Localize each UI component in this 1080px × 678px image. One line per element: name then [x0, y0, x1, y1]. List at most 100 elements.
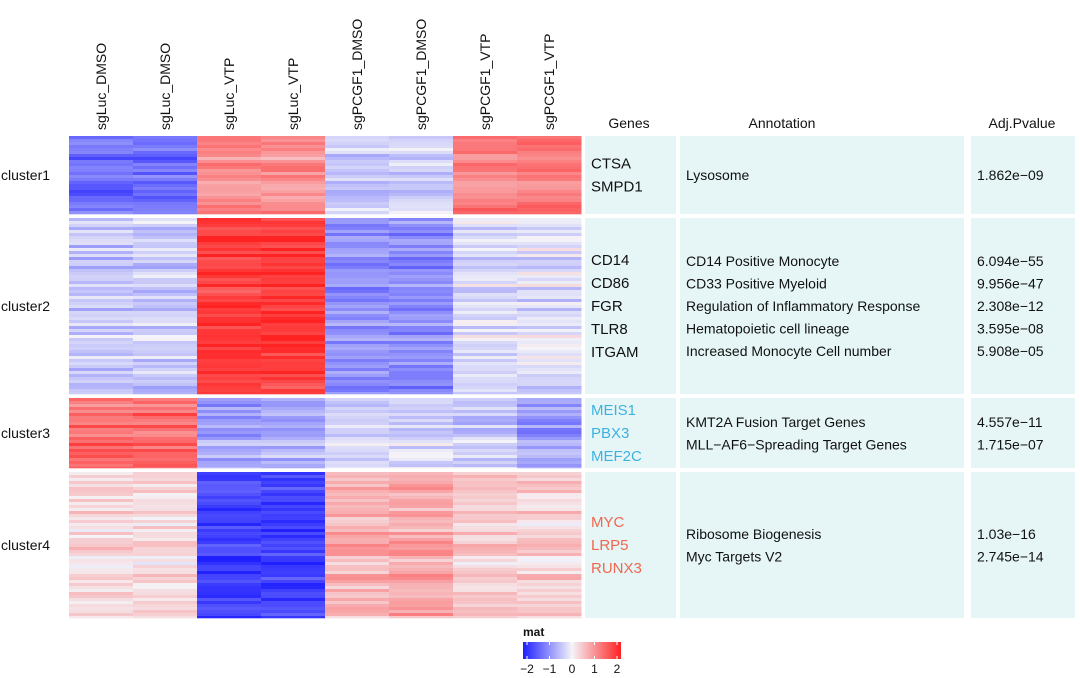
heatmap-cell	[517, 383, 582, 387]
heatmap-cell	[389, 260, 454, 264]
heatmap-cell	[389, 392, 454, 395]
heatmap-cell	[197, 422, 262, 426]
heatmap-cell	[325, 323, 390, 327]
heatmap-cell	[261, 547, 326, 551]
heatmap-cell	[389, 221, 454, 225]
heatmap-cell	[69, 302, 134, 306]
heatmap-cell	[453, 181, 518, 185]
heatmap-cell	[197, 577, 262, 581]
heatmap-cell	[69, 544, 134, 548]
heatmap-cell	[325, 550, 390, 554]
heatmap-cell	[389, 380, 454, 384]
heatmap-cell	[453, 341, 518, 345]
heatmap-cell	[133, 284, 198, 288]
heatmap-cell	[453, 380, 518, 384]
heatmap-cell	[261, 311, 326, 315]
heatmap-cell	[133, 365, 198, 369]
heatmap-cell	[197, 505, 262, 509]
heatmap-cell	[517, 440, 582, 444]
heatmap-cell	[133, 428, 198, 432]
heatmap-cell	[517, 227, 582, 231]
heatmap-cell	[453, 404, 518, 408]
heatmap-cell	[325, 580, 390, 584]
pvalue-panel	[971, 218, 1075, 394]
heatmap-cell	[517, 287, 582, 291]
heatmap-cell	[325, 257, 390, 261]
heatmap-cell	[261, 607, 326, 611]
heatmap-cell	[133, 341, 198, 345]
heatmap-cell	[197, 211, 262, 215]
heatmap-cell	[133, 338, 198, 342]
heatmap-cell	[517, 398, 582, 402]
heatmap-cell	[69, 496, 134, 500]
heatmap-cell	[389, 598, 454, 602]
heatmap-cell	[261, 565, 326, 569]
heatmap-cell	[133, 464, 198, 468]
heatmap-cell	[453, 514, 518, 518]
heatmap-cell	[517, 350, 582, 354]
heatmap-cell	[325, 296, 390, 300]
heatmap-cell	[197, 169, 262, 173]
heatmap-cell	[389, 257, 454, 261]
heatmap-cell	[261, 577, 326, 581]
heatmap-cell	[325, 239, 390, 243]
heatmap-cell	[517, 284, 582, 288]
heatmap-cell	[453, 389, 518, 393]
heatmap-cell	[69, 589, 134, 593]
heatmap-cell	[261, 431, 326, 435]
heatmap-cell	[325, 169, 390, 173]
heatmap-cell	[389, 145, 454, 149]
heatmap-cell	[69, 538, 134, 542]
heatmap-cell	[261, 314, 326, 318]
heatmap-cell	[389, 269, 454, 273]
heatmap-cell	[389, 166, 454, 170]
heatmap-cell	[69, 359, 134, 363]
heatmap-cell	[517, 148, 582, 152]
heatmap-cell	[197, 227, 262, 231]
heatmap-cell	[261, 154, 326, 158]
heatmap-cell	[69, 386, 134, 390]
heatmap-cell	[197, 272, 262, 276]
heatmap-cell	[133, 254, 198, 258]
heatmap-cell	[389, 251, 454, 255]
heatmap-cell	[517, 263, 582, 267]
heatmap-cell	[517, 490, 582, 494]
heatmap-cell	[261, 362, 326, 366]
heatmap-cell	[389, 529, 454, 533]
heatmap-cell	[261, 586, 326, 590]
heatmap-cell	[325, 607, 390, 611]
heatmap-cell	[197, 338, 262, 342]
heatmap-cell	[197, 317, 262, 321]
heatmap-cell	[261, 434, 326, 438]
heatmap-cell	[325, 314, 390, 318]
column-label: sgPCGF1_DMSO	[413, 19, 429, 130]
heatmap-cell	[69, 452, 134, 456]
heatmap-cell	[453, 568, 518, 572]
heatmap-cell	[517, 514, 582, 518]
heatmap-cell	[197, 446, 262, 450]
heatmap-cell	[453, 350, 518, 354]
heatmap-cell	[453, 556, 518, 560]
heatmap-cell	[261, 224, 326, 228]
heatmap-cell	[453, 314, 518, 318]
heatmap-cell	[517, 499, 582, 503]
heatmap-cell	[69, 218, 134, 222]
heatmap-cell	[133, 547, 198, 551]
annotation-term: CD33 Positive Myeloid	[686, 276, 827, 292]
heatmap-cell	[389, 586, 454, 590]
heatmap-cell	[389, 196, 454, 200]
heatmap-cell	[389, 160, 454, 164]
heatmap-cell	[133, 178, 198, 182]
heatmap-cell	[261, 419, 326, 423]
heatmap-cell	[325, 335, 390, 339]
heatmap-cell	[517, 472, 582, 476]
heatmap-cell	[197, 616, 262, 619]
heatmap-cell	[69, 269, 134, 273]
heatmap-cell	[325, 287, 390, 291]
heatmap-cell	[453, 544, 518, 548]
heatmap-cell	[517, 613, 582, 617]
heatmap-cell	[261, 461, 326, 465]
heatmap-cell	[197, 499, 262, 503]
heatmap-cell	[197, 172, 262, 176]
heatmap-cell	[69, 481, 134, 485]
